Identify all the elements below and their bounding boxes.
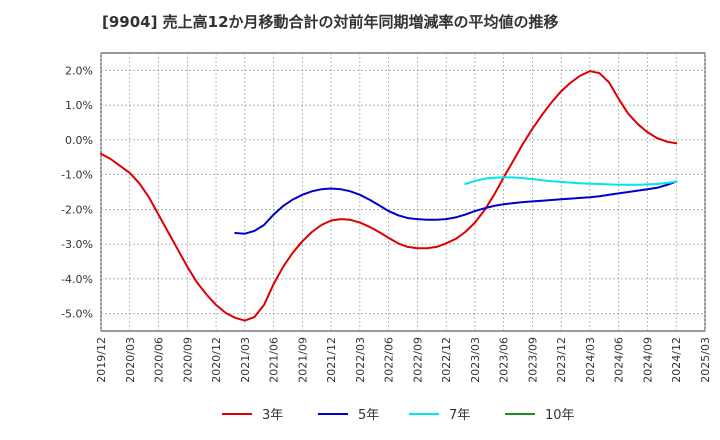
y-tick-label: 1.0% bbox=[65, 99, 93, 112]
legend-label-0: 3年 bbox=[262, 408, 283, 423]
x-tick-label: 2022/12 bbox=[440, 337, 453, 383]
x-tick-label: 2023/09 bbox=[526, 337, 539, 383]
x-tick-label: 2025/03 bbox=[699, 337, 712, 383]
x-tick-label: 2023/12 bbox=[555, 337, 568, 383]
x-tick-label: 2023/03 bbox=[469, 337, 482, 383]
x-tick-label: 2022/06 bbox=[383, 337, 396, 383]
x-tick-label: 2023/06 bbox=[498, 337, 511, 383]
x-tick-label: 2024/06 bbox=[613, 337, 626, 383]
y-tick-label: -2.0% bbox=[61, 203, 93, 216]
y-tick-label: 2.0% bbox=[65, 64, 93, 77]
legend-label-2: 7年 bbox=[449, 408, 470, 423]
x-tick-label: 2022/09 bbox=[411, 337, 424, 383]
x-tick-label: 2020/06 bbox=[153, 337, 166, 383]
x-tick-label: 2020/09 bbox=[181, 337, 194, 383]
x-tick-label: 2024/12 bbox=[670, 337, 683, 383]
x-tick-label: 2020/12 bbox=[210, 337, 223, 383]
x-tick-label: 2021/06 bbox=[268, 337, 281, 383]
x-tick-label: 2024/09 bbox=[641, 337, 654, 383]
x-axis: 2019/12 2020/03 2020/06 2020/09 2020/12 2021/… bbox=[95, 337, 712, 383]
x-tick-label: 2020/03 bbox=[124, 337, 137, 383]
y-axis: 2.0% 1.0% 0.0% -1.0% -2.0% -3.0% -4.0% -5.0% bbox=[61, 64, 93, 320]
plot-area bbox=[100, 52, 706, 332]
x-tick-label: 2022/03 bbox=[354, 337, 367, 383]
series-layer bbox=[100, 70, 678, 322]
series-line-1 bbox=[234, 180, 678, 235]
x-tick-label: 2024/03 bbox=[584, 337, 597, 383]
y-tick-label: -3.0% bbox=[61, 238, 93, 251]
series-line-2 bbox=[464, 176, 678, 186]
x-tick-label: 2021/03 bbox=[239, 337, 252, 383]
y-tick-label: -5.0% bbox=[61, 308, 93, 321]
chart-title: [9904] 売上高12か月移動合計の対前年同期増減率の平均値の推移 bbox=[102, 13, 559, 31]
x-tick-label: 2021/12 bbox=[325, 337, 338, 383]
legend-label-1: 5年 bbox=[358, 408, 379, 423]
y-tick-label: -1.0% bbox=[61, 169, 93, 182]
legend: 3年 5年 7年 10年 bbox=[222, 408, 575, 423]
series-line-0 bbox=[100, 70, 678, 322]
legend-label-3: 10年 bbox=[545, 408, 575, 423]
x-tick-label: 2021/09 bbox=[296, 337, 309, 383]
y-tick-label: -4.0% bbox=[61, 273, 93, 286]
x-tick-label: 2019/12 bbox=[95, 337, 108, 383]
y-tick-label: 0.0% bbox=[65, 134, 93, 147]
